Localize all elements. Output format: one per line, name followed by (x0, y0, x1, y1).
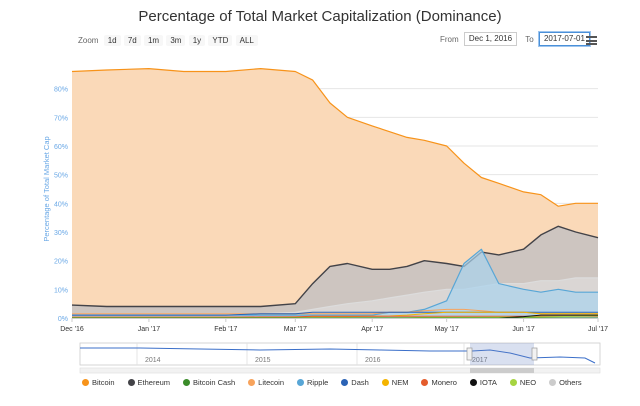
legend-item-iota[interactable]: IOTA (469, 378, 497, 387)
hamburger-menu-icon[interactable] (586, 36, 597, 45)
navigator-right-handle[interactable] (531, 347, 538, 361)
legend-label: IOTA (479, 378, 497, 387)
series-line-bitcoin (71, 68, 598, 207)
navigator-year-label: 2014 (145, 357, 161, 364)
legend-marker-bitcoin (82, 379, 89, 386)
y-axis-title: Percentage of Total Market Cap (42, 136, 51, 241)
legend-label: Dash (351, 378, 369, 387)
legend-item-ethereum[interactable]: Ethereum (127, 378, 171, 387)
legend-label: Litecoin (258, 378, 285, 387)
legend-label: Bitcoin (92, 378, 115, 387)
y-tick-label: 40% (54, 201, 68, 208)
navigator-selected-range (470, 343, 534, 365)
legend-item-dash[interactable]: Dash (341, 378, 369, 387)
zoom-ytd-button[interactable]: YTD (208, 35, 233, 46)
legend-marker-dash (341, 379, 349, 386)
y-tick-label: 30% (54, 230, 68, 237)
to-date-input[interactable]: 2017-07-01 (538, 32, 590, 46)
legend-label: Bitcoin Cash (193, 378, 236, 387)
x-tick-label: Feb '17 (214, 326, 237, 333)
chart-legend: Bitcoin Ethereum Bitcoin Cash Litecoin Rippl… (82, 378, 595, 387)
legend-item-others[interactable]: Others (549, 378, 582, 387)
y-tick-label: 80% (54, 87, 68, 94)
legend-label: Ethereum (137, 378, 171, 387)
zoom-label: Zoom (78, 36, 99, 45)
y-tick-label: 0% (58, 316, 68, 323)
navigator-year-label: 2017 (472, 357, 488, 364)
navigator-scrollbar[interactable] (79, 367, 601, 374)
legend-label: NEM (391, 378, 409, 387)
from-date-input[interactable]: Dec 1, 2016 (463, 32, 518, 46)
x-tick-label: Jun '17 (512, 326, 534, 333)
chart-title: Percentage of Total Market Capitalizatio… (138, 8, 502, 25)
legend-label: Ripple (307, 378, 329, 387)
zoom-1m-button[interactable]: 1m (143, 35, 164, 46)
legend-marker-ripple (297, 379, 305, 386)
zoom-7d-button[interactable]: 7d (123, 35, 141, 46)
series-area-ripple (72, 249, 598, 318)
zoom-1y-button[interactable]: 1y (188, 35, 206, 46)
legend-item-ripple[interactable]: Ripple (297, 378, 328, 387)
legend-marker-bitcoin-cash (183, 379, 191, 386)
legend-label: Monero (431, 378, 457, 387)
x-tick-label: Mar '17 (284, 326, 307, 333)
legend-marker-ethereum (127, 379, 135, 386)
zoom-3m-button[interactable]: 3m (166, 35, 186, 46)
legend-item-bitcoin[interactable]: Bitcoin (82, 378, 115, 387)
series-line-ethereum (71, 225, 599, 308)
y-tick-label: 60% (54, 144, 68, 151)
x-tick-label: Jul '17 (588, 326, 608, 333)
legend-item-litecoin[interactable]: Litecoin (248, 378, 284, 387)
legend-item-neo[interactable]: NEO (509, 378, 537, 387)
navigator-year-label: 2016 (365, 357, 381, 364)
legend-marker-monero (421, 379, 429, 386)
zoom-all-button[interactable]: ALL (235, 35, 258, 46)
legend-marker-others (549, 379, 557, 386)
y-tick-label: 70% (54, 115, 68, 122)
legend-label: NEO (519, 378, 537, 387)
y-tick-label: 20% (54, 259, 68, 266)
legend-label: Others (559, 378, 582, 387)
y-tick-label: 50% (54, 173, 68, 180)
legend-item-bitcoin-cash[interactable]: Bitcoin Cash (183, 378, 235, 387)
x-tick-label: Dec '16 (60, 326, 84, 333)
date-range-selector: From Dec 1, 2016 To 2017-07-01 (440, 32, 596, 46)
zoom-toolbar: Zoom 1d 7d 1m 3m 1y YTD ALL (78, 35, 259, 46)
navigator-left-handle[interactable] (466, 347, 473, 361)
series-area-bitcoin (72, 68, 598, 318)
y-tick-label: 10% (54, 287, 68, 294)
navigator-year-label: 2015 (255, 357, 271, 364)
x-tick-label: Apr '17 (361, 326, 383, 333)
legend-item-nem[interactable]: NEM (381, 378, 409, 387)
to-label: To (525, 34, 534, 44)
from-label: From (440, 34, 459, 44)
navigator-series-line (80, 347, 596, 364)
x-tick-label: May '17 (435, 326, 459, 333)
legend-marker-nem (381, 379, 389, 386)
legend-marker-litecoin (248, 379, 256, 386)
navigator-scrollbar-thumb[interactable] (470, 368, 534, 373)
legend-item-monero[interactable]: Monero (421, 378, 457, 387)
zoom-1d-button[interactable]: 1d (103, 35, 121, 46)
x-tick-label: Jan '17 (138, 326, 160, 333)
legend-marker-neo (509, 379, 517, 386)
legend-marker-iota (469, 379, 477, 386)
